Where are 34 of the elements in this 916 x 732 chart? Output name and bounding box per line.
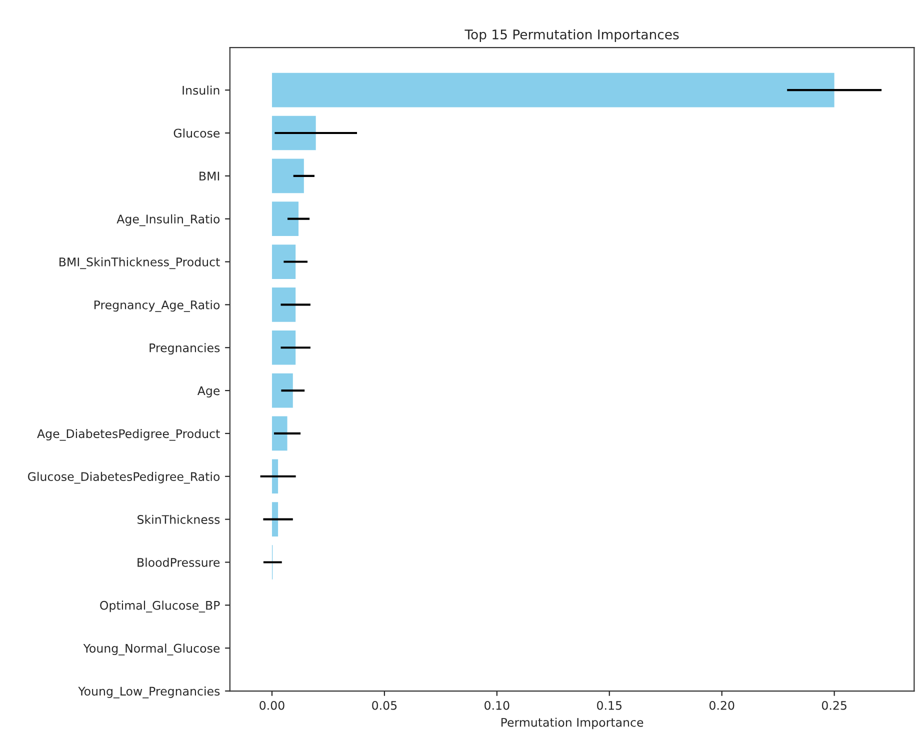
bar xyxy=(272,416,288,451)
y-tick-label: Optimal_Glucose_BP xyxy=(100,600,220,612)
x-tick-label: 0.00 xyxy=(260,700,284,710)
y-tick-label: Glucose xyxy=(174,128,220,138)
bar xyxy=(272,244,296,279)
y-tick-label: Pregnancies xyxy=(150,343,220,355)
bar xyxy=(272,202,299,236)
bar xyxy=(272,288,296,322)
x-tick-label: 0.25 xyxy=(822,700,846,710)
x-tick-label: 0.05 xyxy=(372,700,397,710)
bar xyxy=(272,116,316,150)
y-tick-label: Young_Low_Pregnancies xyxy=(78,686,220,698)
y-tick-label: BloodPressure xyxy=(138,558,220,567)
x-tick-label: 0.10 xyxy=(484,700,510,710)
x-axis-title: Permutation Importance xyxy=(501,718,644,730)
y-tick-label: Age_DiabetesPedigree_Product xyxy=(37,428,220,441)
y-tick-label: Age_Insulin_Ratio xyxy=(116,214,220,226)
y-tick-label: BMI xyxy=(200,172,220,180)
y-tick-label: SkinThickness xyxy=(138,514,220,524)
bar xyxy=(272,502,278,536)
chart-title: Top 15 Permutation Importances xyxy=(464,29,679,42)
y-tick-label: Pregnancy_Age_Ratio xyxy=(94,300,220,312)
y-tick-label: Age xyxy=(197,386,220,398)
bar xyxy=(272,330,296,365)
bar xyxy=(272,459,278,494)
bar xyxy=(272,158,304,194)
bar xyxy=(272,373,293,408)
x-tick-label: 0.20 xyxy=(709,700,734,710)
bar xyxy=(272,72,834,108)
y-tick-label: Young_Normal_Glucose xyxy=(83,644,220,656)
y-tick-label: BMI_SkinThickness_Product xyxy=(60,257,220,270)
x-tick-label: 0.15 xyxy=(597,700,622,710)
y-tick-label: Glucose_DiabetesPedigree_Ratio xyxy=(28,472,220,484)
y-tick-label: Insulin xyxy=(182,86,220,95)
